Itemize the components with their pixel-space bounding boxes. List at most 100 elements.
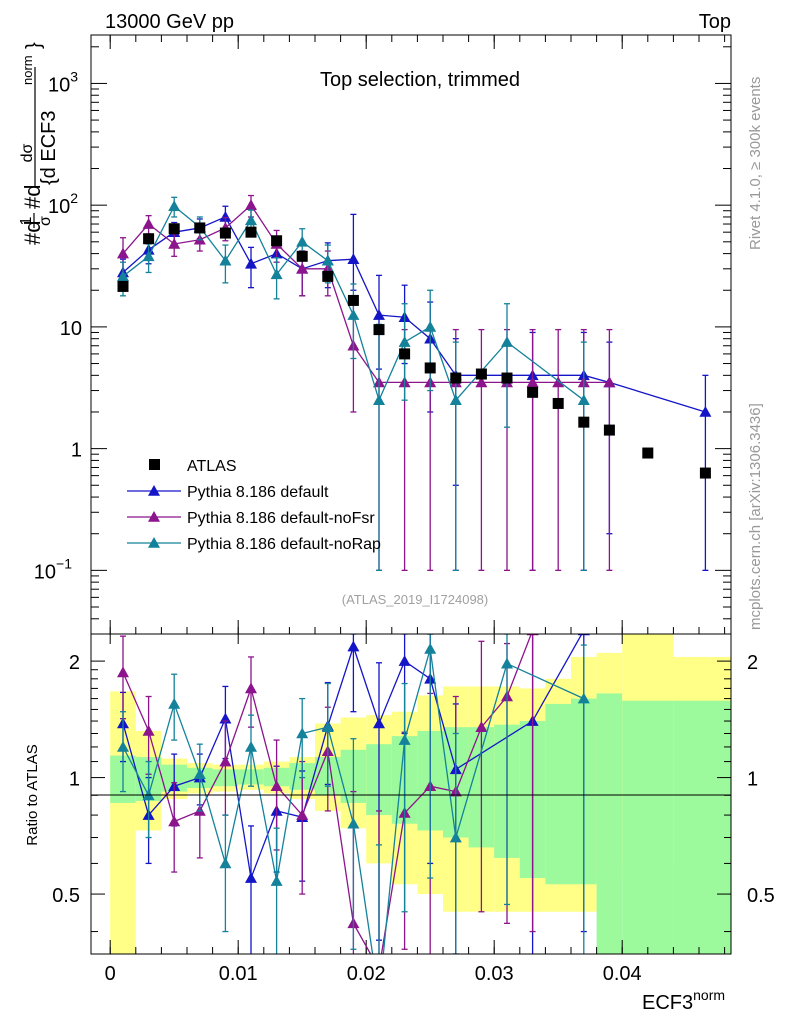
atlas-data-point <box>347 294 359 306</box>
series-point <box>168 237 181 249</box>
ratio-tick-label-right: 2 <box>747 652 758 674</box>
series-point <box>245 214 257 226</box>
atlas-data-point <box>642 447 654 459</box>
ratio-point <box>398 655 411 666</box>
atlas-data-point <box>373 324 385 336</box>
legend-label: Pythia 8.186 default <box>187 484 329 501</box>
band-green-bin <box>673 700 731 954</box>
ratio-point <box>424 642 437 654</box>
ylabel-sigma: σ <box>37 216 54 226</box>
series-point <box>168 200 181 212</box>
x-tick-label: 0.01 <box>219 963 258 985</box>
y-tick-base: 10 <box>48 196 70 218</box>
series-point <box>296 235 309 247</box>
y-tick-exponent: −1 <box>56 555 72 571</box>
ratio-point <box>168 815 181 827</box>
y-tick-base: 10 <box>60 318 82 340</box>
ratio-point <box>373 717 385 729</box>
series-point <box>577 394 590 405</box>
series-point <box>373 309 385 320</box>
ratio-point <box>245 740 257 752</box>
main-y-axis-label: #d 1 σ #d dσ {d ECF3 norm } <box>18 42 60 245</box>
atlas-data-point <box>322 270 334 282</box>
x-axis-label-main: ECF3 <box>642 992 693 1014</box>
ratio-point <box>117 740 129 752</box>
ratio-point <box>142 724 155 736</box>
band-green-bin <box>545 703 571 885</box>
band-green-bin <box>596 693 623 954</box>
x-tick-label: 0 <box>105 963 116 985</box>
ratio-point <box>347 640 360 652</box>
ratio-plot-frame <box>90 633 732 955</box>
atlas-data-point <box>296 250 308 262</box>
ylabel-hash-d-2: #d <box>20 185 45 209</box>
series-point <box>142 250 155 262</box>
ratio-point <box>117 666 129 678</box>
y-tick-label: 10 <box>60 318 82 340</box>
ylabel-close-brace: } <box>23 42 45 49</box>
atlas-data-point <box>552 397 564 409</box>
atlas-data-point <box>424 362 436 374</box>
header-process-label: Top <box>699 11 731 33</box>
ratio-point <box>449 831 462 843</box>
x-tick-label: 0.04 <box>603 963 642 985</box>
series-point <box>347 253 360 264</box>
ratio-point <box>501 657 513 669</box>
ratio-plot-series <box>117 634 590 954</box>
series-point <box>321 254 334 266</box>
atlas-data-point <box>450 372 462 384</box>
legend-marker <box>148 485 160 496</box>
y-tick-exponent: 3 <box>70 68 78 84</box>
series-point <box>270 268 283 280</box>
ratio-point <box>347 817 360 829</box>
series-point <box>475 376 488 388</box>
series-point <box>219 254 232 266</box>
series-point <box>117 270 129 282</box>
y-tick-label: 10−1 <box>34 555 72 583</box>
ratio-point <box>219 857 232 869</box>
ratio-tick-label-right: 1 <box>747 769 758 791</box>
series-point <box>296 262 309 274</box>
ratio-point <box>577 692 590 704</box>
legend-marker <box>149 459 160 470</box>
x-axis-label: ECF3norm <box>642 987 725 1014</box>
series-point <box>398 336 411 347</box>
y-tick-base: 10 <box>34 561 56 583</box>
series-point <box>245 199 257 210</box>
atlas-data-point <box>271 235 283 247</box>
ratio-point <box>296 727 309 739</box>
ylabel-norm-sup: norm <box>20 55 35 85</box>
atlas-data-point <box>699 467 711 479</box>
y-tick-label: 102 <box>48 190 78 218</box>
header-energy-label: 13000 GeV pp <box>105 11 234 33</box>
x-tick-label: 0.03 <box>475 963 514 985</box>
ratio-point <box>398 734 411 745</box>
ratio-y-axis-label: Ratio to ATLAS <box>24 744 41 845</box>
mcplots-source-label: mcplots.cern.ch [arXiv:1306.3436] <box>747 403 764 630</box>
atlas-data-point <box>501 372 513 384</box>
atlas-data-point <box>143 233 155 245</box>
y-tick-label: 1 <box>71 440 82 462</box>
atlas-data-point <box>475 368 487 380</box>
ratio-point <box>219 755 232 767</box>
band-green-bin <box>622 700 674 954</box>
ylabel-hash-d: #d <box>20 221 45 245</box>
plot-title: Top selection, trimmed <box>320 69 520 91</box>
atlas-data-point <box>245 226 257 238</box>
atlas-data-point <box>168 223 180 235</box>
atlas-data-point <box>578 416 590 428</box>
ratio-tick-label-right: 0.5 <box>747 885 775 907</box>
series-point <box>219 210 232 222</box>
ratio-point <box>168 697 181 709</box>
atlas-data-point <box>399 348 411 360</box>
series-point <box>245 257 257 269</box>
ratio-point <box>270 875 283 886</box>
atlas-data-point <box>527 386 539 398</box>
ratio-point <box>270 780 283 792</box>
ratio-point <box>245 682 257 694</box>
series-point <box>699 405 712 417</box>
series-point <box>142 218 155 229</box>
atlas-data-point <box>194 222 206 234</box>
series-line <box>122 205 585 403</box>
